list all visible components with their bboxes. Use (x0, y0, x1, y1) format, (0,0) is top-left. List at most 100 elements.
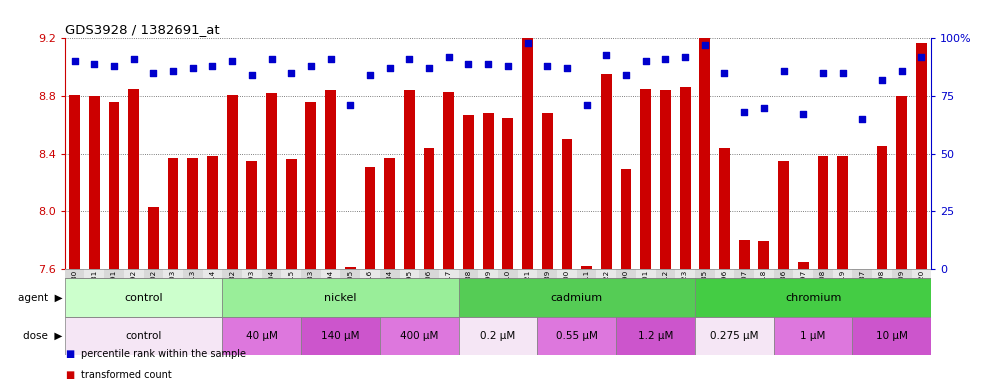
Text: ■: ■ (65, 370, 74, 380)
Point (913, 54, 929, 60)
Point (401, 56, 417, 62)
Text: GSM782307: GSM782307 (741, 270, 747, 314)
Text: GSM782296: GSM782296 (721, 270, 727, 314)
Bar (222, 278, 458, 317)
Bar (439, 269, 458, 317)
Bar (679, 88, 690, 269)
Text: ■: ■ (65, 349, 74, 359)
Point (224, 58, 240, 65)
Bar (838, 156, 848, 269)
Bar (458, 317, 538, 355)
Point (893, 68, 909, 74)
Bar (818, 156, 829, 269)
Text: GSM782292: GSM782292 (130, 270, 136, 314)
Bar (85, 269, 105, 317)
Bar (853, 269, 872, 317)
Point (874, 77, 890, 83)
Bar (419, 269, 439, 317)
Point (303, 63, 319, 69)
Point (815, 70, 831, 76)
Bar (719, 148, 730, 269)
Bar (266, 93, 277, 269)
Point (480, 61, 496, 67)
Text: GSM782284: GSM782284 (386, 270, 392, 314)
Bar (597, 269, 617, 317)
Point (283, 70, 299, 76)
Point (67, 58, 83, 65)
Point (619, 72, 634, 78)
Text: GSM782293: GSM782293 (249, 270, 255, 314)
Text: GSM782285: GSM782285 (702, 270, 708, 314)
Point (697, 42, 713, 48)
Bar (911, 269, 931, 317)
Bar (699, 37, 710, 269)
Bar (89, 96, 100, 269)
Point (381, 65, 397, 71)
Text: GDS3928 / 1382691_at: GDS3928 / 1382691_at (65, 23, 219, 36)
Point (500, 63, 516, 69)
Bar (522, 37, 533, 269)
Bar (202, 269, 222, 317)
Bar (143, 269, 163, 317)
Bar (384, 158, 395, 269)
Point (185, 65, 201, 71)
Text: 10 μM: 10 μM (875, 331, 907, 341)
Bar (65, 317, 222, 355)
Bar (635, 269, 655, 317)
Bar (187, 158, 198, 269)
Point (244, 72, 260, 78)
Bar (891, 269, 911, 317)
Bar (423, 148, 434, 269)
Text: GSM782280: GSM782280 (72, 270, 78, 314)
Point (756, 104, 772, 111)
Bar (813, 269, 833, 317)
Bar (798, 262, 809, 269)
Bar (167, 158, 178, 269)
Bar (518, 269, 538, 317)
Text: 0.55 μM: 0.55 μM (556, 331, 598, 341)
Bar (321, 269, 341, 317)
Bar (833, 269, 853, 317)
Bar (538, 269, 557, 317)
Bar (207, 156, 218, 269)
Text: GSM782294: GSM782294 (328, 270, 334, 314)
Text: GSM782297: GSM782297 (800, 270, 806, 314)
Bar (695, 317, 774, 355)
Point (421, 65, 437, 71)
Text: transformed count: transformed count (81, 370, 171, 380)
Text: 40 μM: 40 μM (246, 331, 278, 341)
Bar (379, 269, 399, 317)
Bar (163, 269, 183, 317)
Bar (754, 269, 774, 317)
Bar (65, 278, 222, 317)
Text: GSM782313: GSM782313 (190, 270, 196, 314)
Bar (582, 266, 592, 269)
Point (637, 58, 653, 65)
Point (125, 56, 141, 62)
Bar (183, 269, 202, 317)
Bar (557, 269, 577, 317)
Text: GSM782302: GSM782302 (150, 270, 156, 314)
Bar (306, 102, 317, 269)
Text: percentile rank within the sample: percentile rank within the sample (81, 349, 246, 359)
Bar (601, 74, 612, 269)
Text: GSM782282: GSM782282 (229, 270, 235, 314)
Bar (65, 269, 85, 317)
Bar (286, 159, 297, 269)
Bar (345, 267, 356, 269)
Text: GSM782308: GSM782308 (820, 270, 826, 314)
Bar (222, 317, 301, 355)
Bar (458, 269, 478, 317)
Bar (872, 269, 891, 317)
Bar (105, 269, 124, 317)
Point (795, 111, 811, 118)
Point (343, 102, 359, 108)
Point (520, 40, 536, 46)
Bar (128, 89, 139, 269)
Text: GSM782317: GSM782317 (446, 270, 452, 314)
Text: GSM782289: GSM782289 (544, 270, 550, 314)
Text: GSM782298: GSM782298 (879, 270, 885, 314)
Text: GSM782316: GSM782316 (367, 270, 373, 314)
Text: GSM782321: GSM782321 (525, 270, 531, 314)
Bar (617, 269, 635, 317)
